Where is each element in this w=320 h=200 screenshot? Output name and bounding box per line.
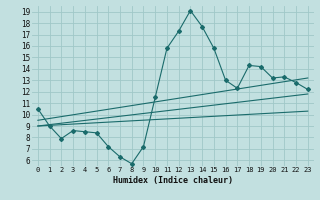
X-axis label: Humidex (Indice chaleur): Humidex (Indice chaleur) <box>113 176 233 185</box>
